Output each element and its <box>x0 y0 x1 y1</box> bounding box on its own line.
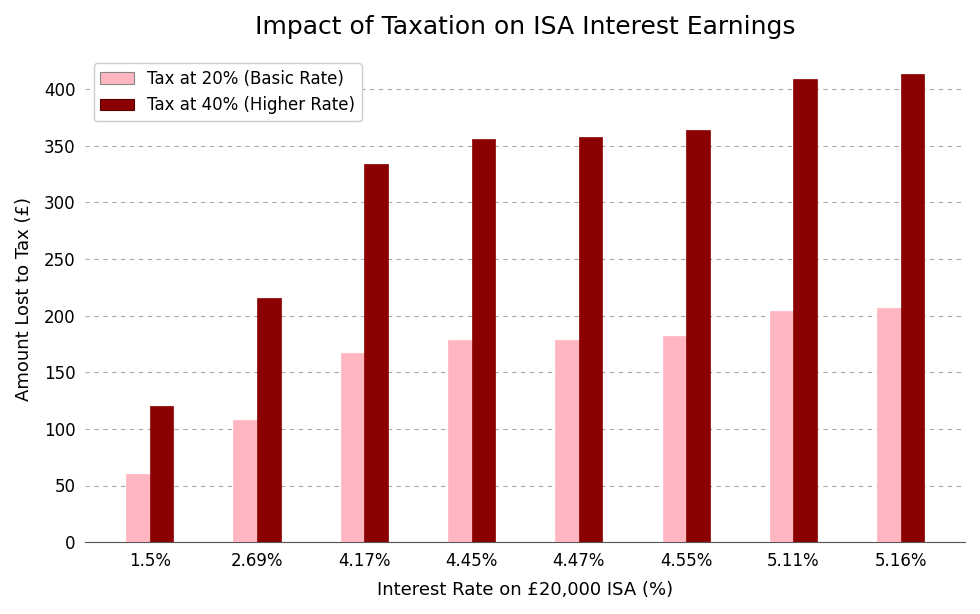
Bar <box>556 340 579 542</box>
Bar <box>769 311 794 542</box>
Bar <box>233 420 257 542</box>
Bar <box>877 308 901 542</box>
Bar <box>341 353 365 542</box>
X-axis label: Interest Rate on £20,000 ISA (%): Interest Rate on £20,000 ISA (%) <box>377 581 673 599</box>
Bar <box>257 298 280 542</box>
Bar <box>901 74 924 542</box>
Bar <box>150 406 173 542</box>
Bar <box>471 139 495 542</box>
Bar <box>794 79 817 542</box>
Bar <box>686 130 710 542</box>
Bar <box>126 474 150 542</box>
Legend: Tax at 20% (Basic Rate), Tax at 40% (Higher Rate): Tax at 20% (Basic Rate), Tax at 40% (Hig… <box>94 63 362 121</box>
Bar <box>365 164 388 542</box>
Bar <box>448 340 471 542</box>
Bar <box>579 137 603 542</box>
Title: Impact of Taxation on ISA Interest Earnings: Impact of Taxation on ISA Interest Earni… <box>255 15 796 39</box>
Y-axis label: Amount Lost to Tax (£): Amount Lost to Tax (£) <box>15 196 33 400</box>
Bar <box>662 336 686 542</box>
